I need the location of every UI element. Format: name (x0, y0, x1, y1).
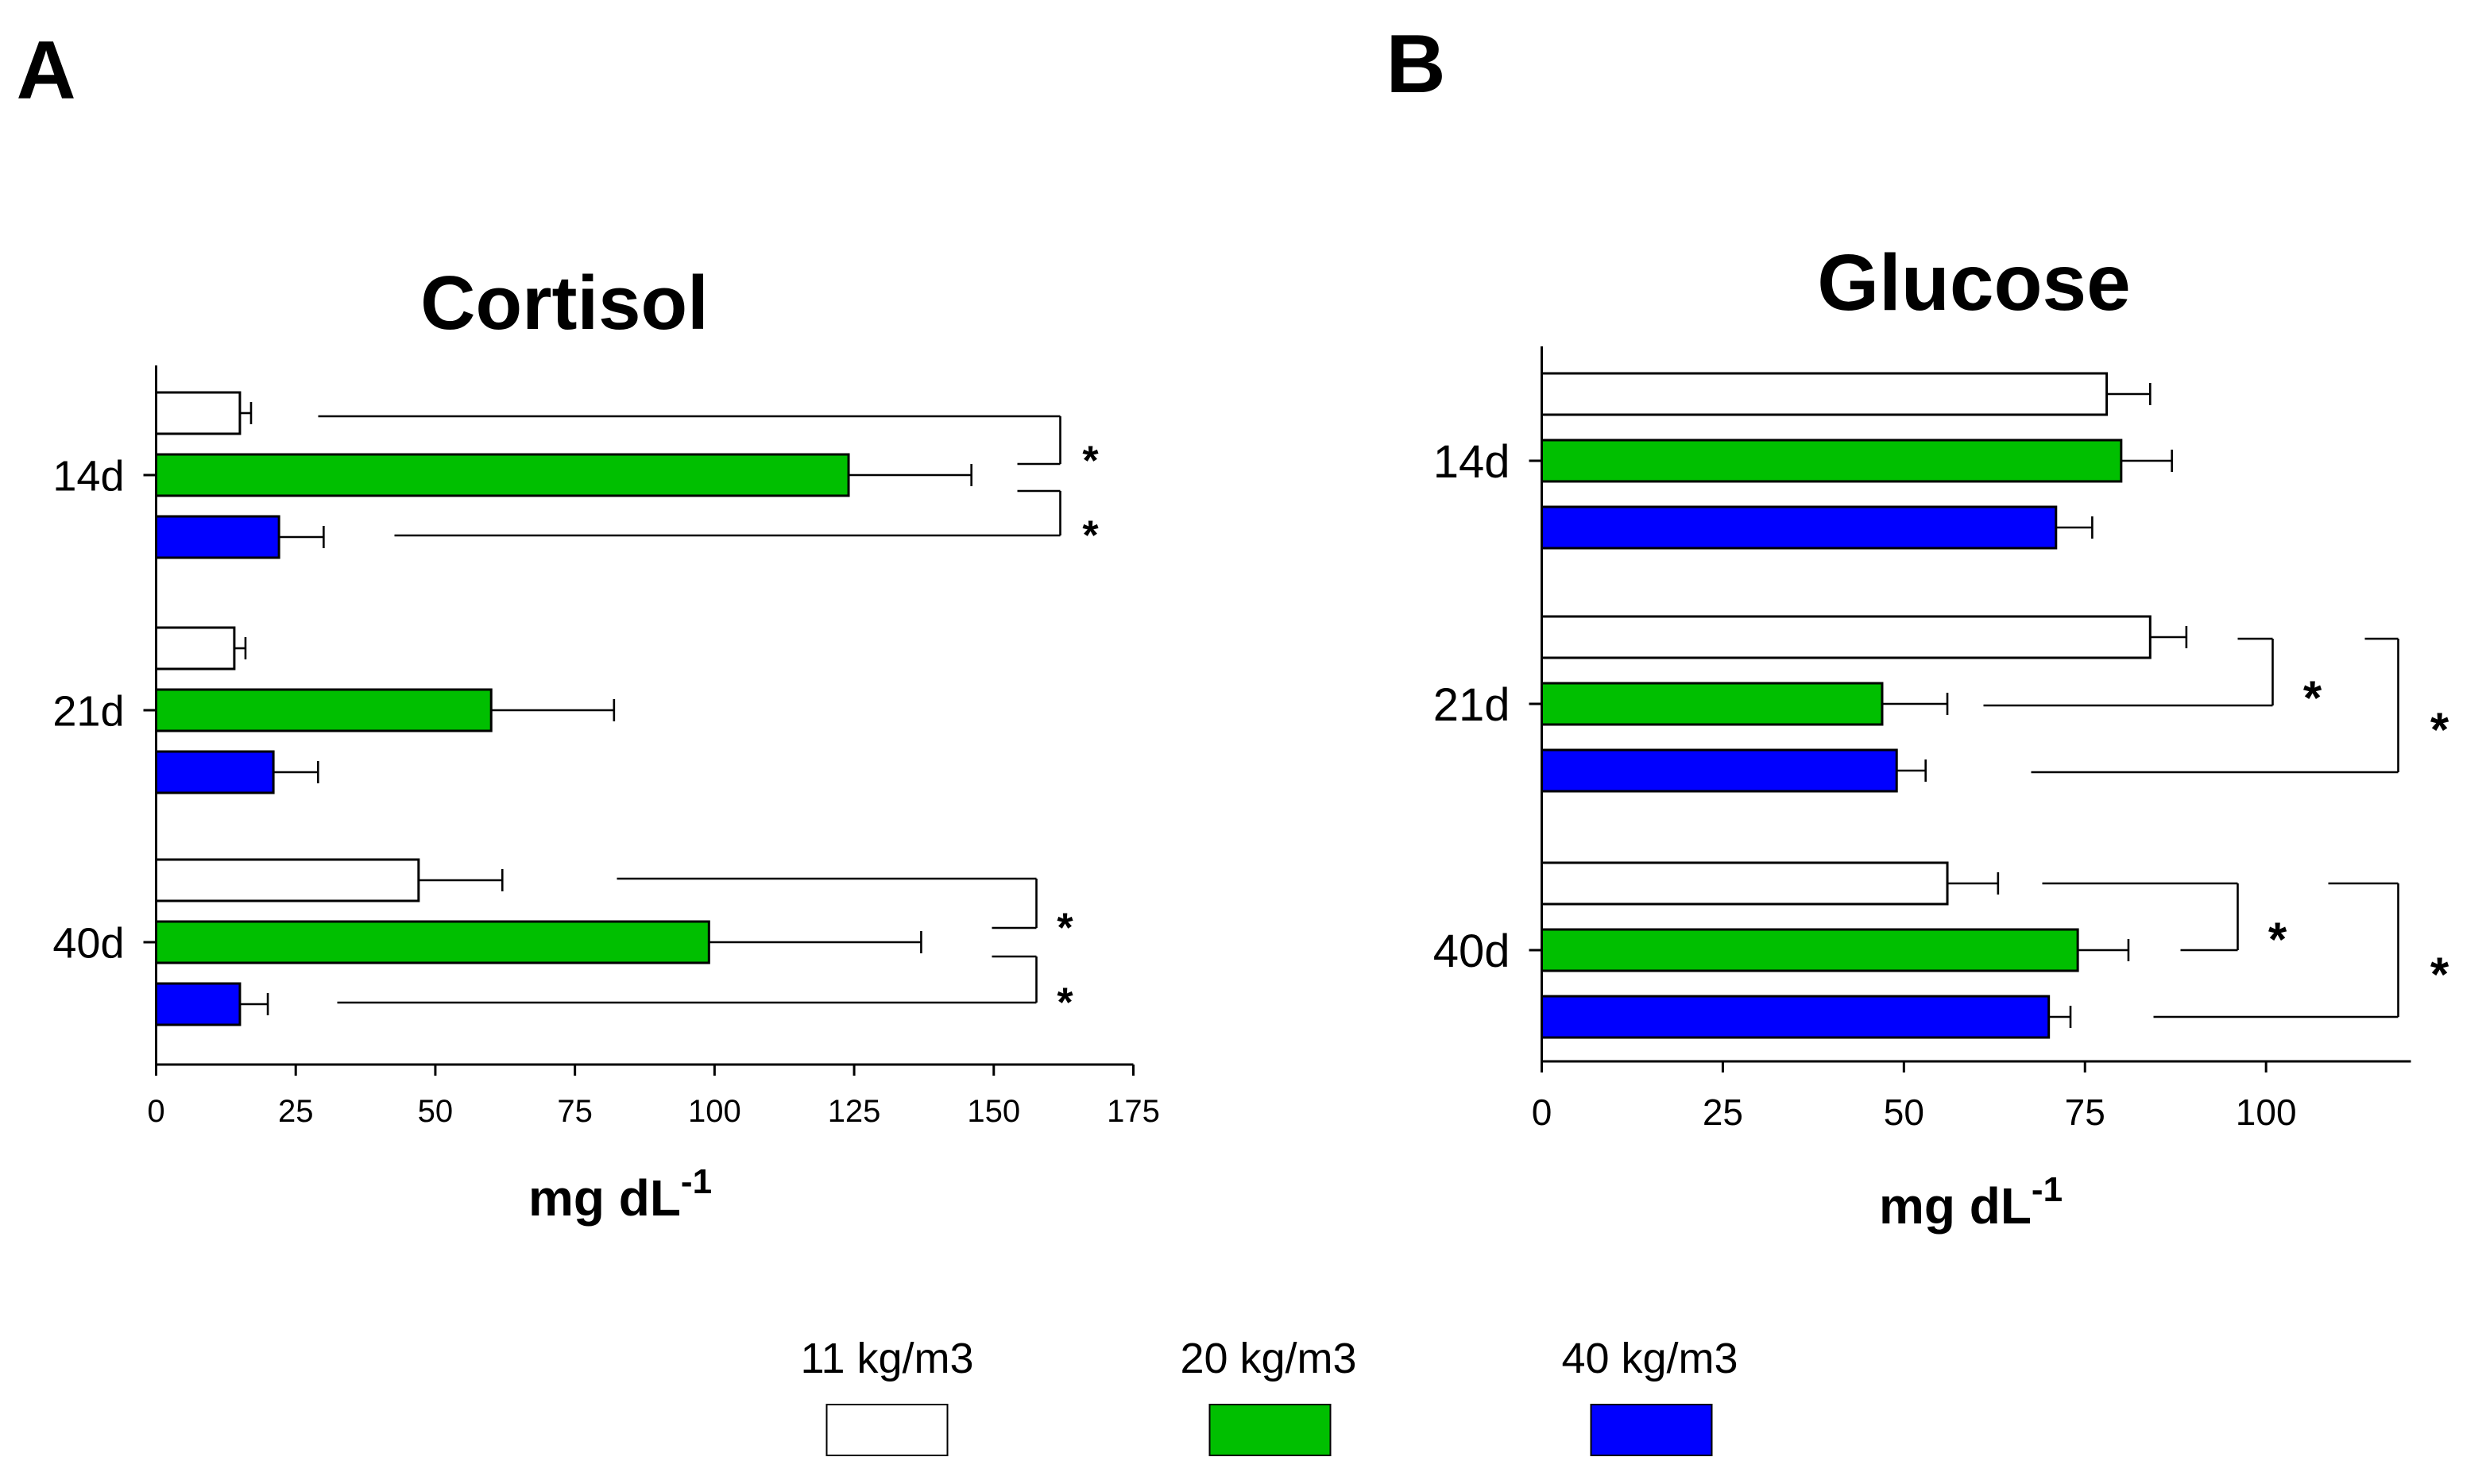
legend-label: 40 kg/m3 (1561, 1335, 1738, 1382)
x-tick-label: 150 (967, 1094, 1020, 1129)
panel-letter-a: A (17, 25, 76, 117)
significance-star: * (1082, 438, 1099, 484)
x-tick-label: 75 (2065, 1092, 2105, 1133)
bar (155, 858, 420, 902)
x-tick-label: 75 (557, 1094, 593, 1129)
x-tick-label: 100 (2236, 1092, 2297, 1133)
cortisol-chart: Cortisol mg dL-1 0 25 50 75 100 125 150 175 14d 2… (52, 261, 1159, 1227)
x-tick-label: 0 (1532, 1092, 1552, 1133)
x-axis-label: mg dL-1 (1879, 1170, 2063, 1235)
significance-star: * (2303, 671, 2322, 725)
bar (155, 453, 850, 497)
bar (1541, 748, 1898, 793)
glucose-chart: Glucose mg dL-1 0 25 50 75 100 14d 21d 40d * * * * (1433, 238, 2449, 1235)
bar (155, 982, 242, 1026)
x-tick-label: 125 (828, 1094, 881, 1129)
chart-title: Cortisol (420, 261, 709, 346)
bar (155, 920, 710, 964)
x-tick-label: 25 (1703, 1092, 1743, 1133)
x-tick-label: 25 (278, 1094, 314, 1129)
bar (1541, 615, 2152, 659)
significance-star: * (2268, 913, 2287, 966)
bar (1541, 372, 2109, 416)
bar (155, 391, 242, 435)
significance-star: * (1057, 905, 1073, 951)
bar (155, 750, 275, 794)
legend: 11 kg/m3 20 kg/m3 40 kg/m3 (800, 1335, 1738, 1456)
category-label: 21d (52, 687, 124, 735)
bar (1541, 505, 2058, 550)
bar (155, 626, 236, 671)
x-axis-label: mg dL-1 (528, 1162, 712, 1227)
legend-swatch (1208, 1404, 1332, 1456)
bar (1541, 682, 1884, 726)
legend-swatch (1590, 1404, 1713, 1456)
x-tick-label: 175 (1107, 1094, 1160, 1129)
significance-star: * (1057, 980, 1073, 1026)
bar (1541, 439, 2123, 483)
bar (155, 515, 280, 559)
category-label: 40d (1433, 926, 1510, 977)
x-tick-label: 50 (1884, 1092, 1924, 1133)
category-label: 21d (1433, 679, 1510, 731)
significance-star: * (2430, 948, 2449, 1001)
legend-label: 11 kg/m3 (800, 1335, 973, 1382)
significance-star: * (2430, 703, 2449, 756)
bar (1541, 861, 1949, 906)
x-tick-label: 0 (147, 1094, 164, 1129)
x-tick-label: 50 (418, 1094, 454, 1129)
category-label: 14d (52, 452, 124, 500)
bar (155, 688, 493, 732)
x-tick-label: 100 (688, 1094, 741, 1129)
category-label: 14d (1433, 436, 1510, 488)
bar (1541, 995, 2051, 1039)
legend-swatch (825, 1404, 949, 1456)
chart-title: Glucose (1817, 238, 2131, 327)
significance-star: * (1082, 512, 1099, 558)
legend-label: 20 kg/m3 (1180, 1335, 1356, 1382)
bar (1541, 928, 2079, 972)
category-label: 40d (52, 919, 124, 967)
panel-letter-b: B (1386, 18, 1446, 110)
